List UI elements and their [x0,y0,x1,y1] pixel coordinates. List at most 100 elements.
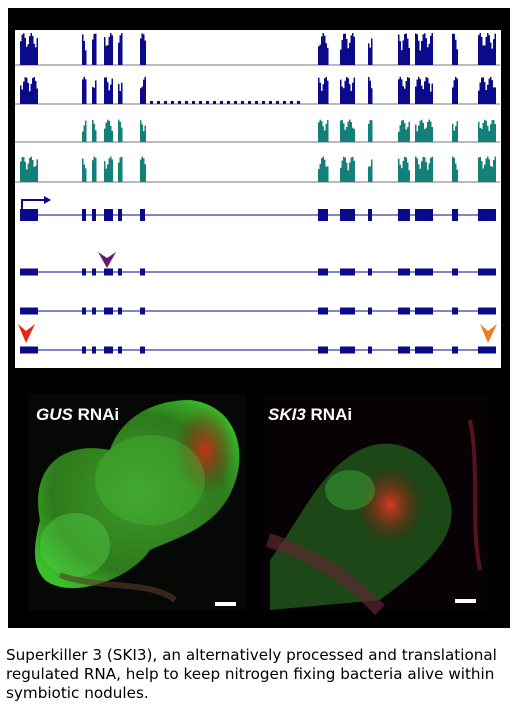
coverage-bar [93,156,95,182]
coverage-bar [347,48,349,65]
coverage-bar [140,159,142,182]
coverage-bar [283,101,286,104]
coverage-bar [344,33,346,65]
coverage-bar [425,127,427,142]
exon [340,346,355,354]
coverage-bar [341,160,343,182]
coverage-bar [487,84,489,104]
coverage-bar [83,164,85,182]
coverage-bar [419,120,421,142]
coverage-bar [415,86,417,104]
coverage-bar [350,157,352,182]
coverage-bar [248,101,251,104]
exon [104,307,113,315]
coverage-bar [494,156,496,182]
coverage-bar [108,120,110,142]
coverage-bar [371,38,373,65]
coverage-bar [455,76,457,104]
coverage-bar [369,80,371,104]
coverage-bar [107,164,109,182]
coverage-bar [481,128,483,142]
coverage-bar [105,122,107,142]
coverage-bar [479,33,481,65]
coverage-bar [482,168,484,182]
coverage-bar [319,119,321,142]
coverage-bar [119,157,121,182]
coverage-bar [353,77,355,104]
coverage-bar [484,119,486,142]
coverage-bar [488,35,490,65]
coverage-bar [346,76,348,104]
exon [452,307,458,315]
coverage-bar [105,168,107,182]
coverage-bar [327,47,329,65]
exon [415,307,433,315]
coverage-bar [105,77,107,104]
coverage-bar [119,35,121,65]
coverage-bar [484,82,486,104]
coverage-bar [144,164,146,182]
exon [140,209,145,221]
exon [478,268,496,276]
coverage-bar [481,77,483,104]
coverage-bar [343,33,345,65]
coverage-bar [416,131,418,142]
coverage-bar [491,120,493,142]
coverage-bar [427,77,429,104]
coverage-bar [143,79,145,104]
coverage-bar [349,42,351,65]
coverage-bar [92,160,94,182]
coverage-bar [341,40,343,65]
coverage-bar [352,33,354,65]
coverage-bar [20,85,22,104]
coverage-bar [111,159,113,182]
exon [92,307,96,315]
coverage-bar [321,90,323,104]
coverage-bar [92,39,94,65]
coverage-bar [428,83,430,104]
coverage-bar [104,161,106,182]
coverage-bar [21,157,23,182]
coverage-bar [352,127,354,142]
coverage-bar [418,40,420,65]
coverage-bar [421,161,423,182]
coverage-bar [482,122,484,142]
coverage-bar [404,88,406,104]
coverage-bar [416,34,418,65]
coverage-bar [327,120,329,142]
coverage-bar [479,127,481,142]
coverage-bar [24,161,26,182]
arrowhead [480,324,497,343]
coverage-bar [456,121,458,142]
coverage-bar [419,168,421,182]
coverage-bar [110,84,112,104]
coverage-bar [20,41,22,65]
coverage-bar [430,35,432,65]
caption: Superkiller 3 (SKI3), an alternatively p… [6,646,497,702]
coverage-bar [141,156,143,182]
coverage-bar [347,78,349,104]
coverage-bar [422,89,424,104]
coverage-bar [485,158,487,182]
coverage-bar [95,80,97,104]
coverage-bar [419,50,421,65]
coverage-bar [407,127,409,142]
coverage-bar [104,37,106,65]
coverage-bar [453,80,455,104]
coverage-bar [405,129,407,142]
exon [82,346,86,354]
exon [478,307,496,315]
coverage-bar [368,123,370,142]
coverage-bar [481,161,483,182]
coverage-bar [431,156,433,182]
coverage-bar [92,87,94,104]
coverage-bar [422,156,424,182]
coverage-bar [491,166,493,182]
coverage-bar [371,88,373,104]
coverage-bar [484,164,486,182]
coverage-bar [23,157,25,182]
coverage-bar [227,101,230,104]
coverage-bar [144,125,146,142]
coverage-bar [108,158,110,182]
coverage-bar [452,156,454,182]
